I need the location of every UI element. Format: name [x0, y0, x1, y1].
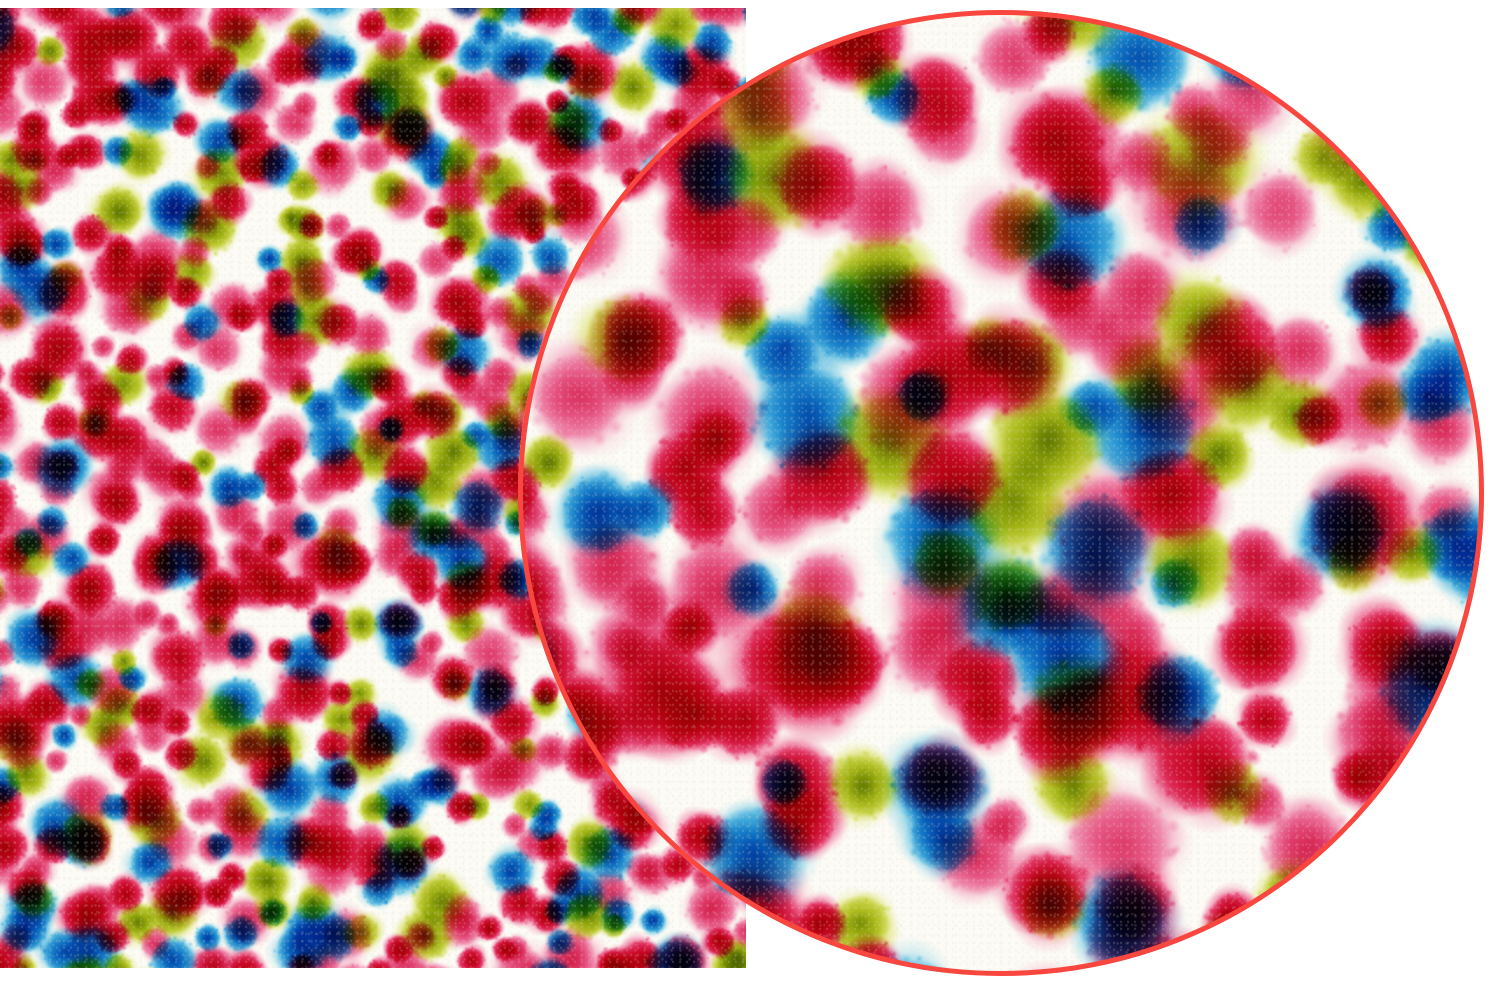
detail-canvas — [518, 10, 1484, 976]
magnified-detail-view[interactable] — [518, 10, 1484, 976]
detail-dot-field — [518, 10, 1484, 976]
